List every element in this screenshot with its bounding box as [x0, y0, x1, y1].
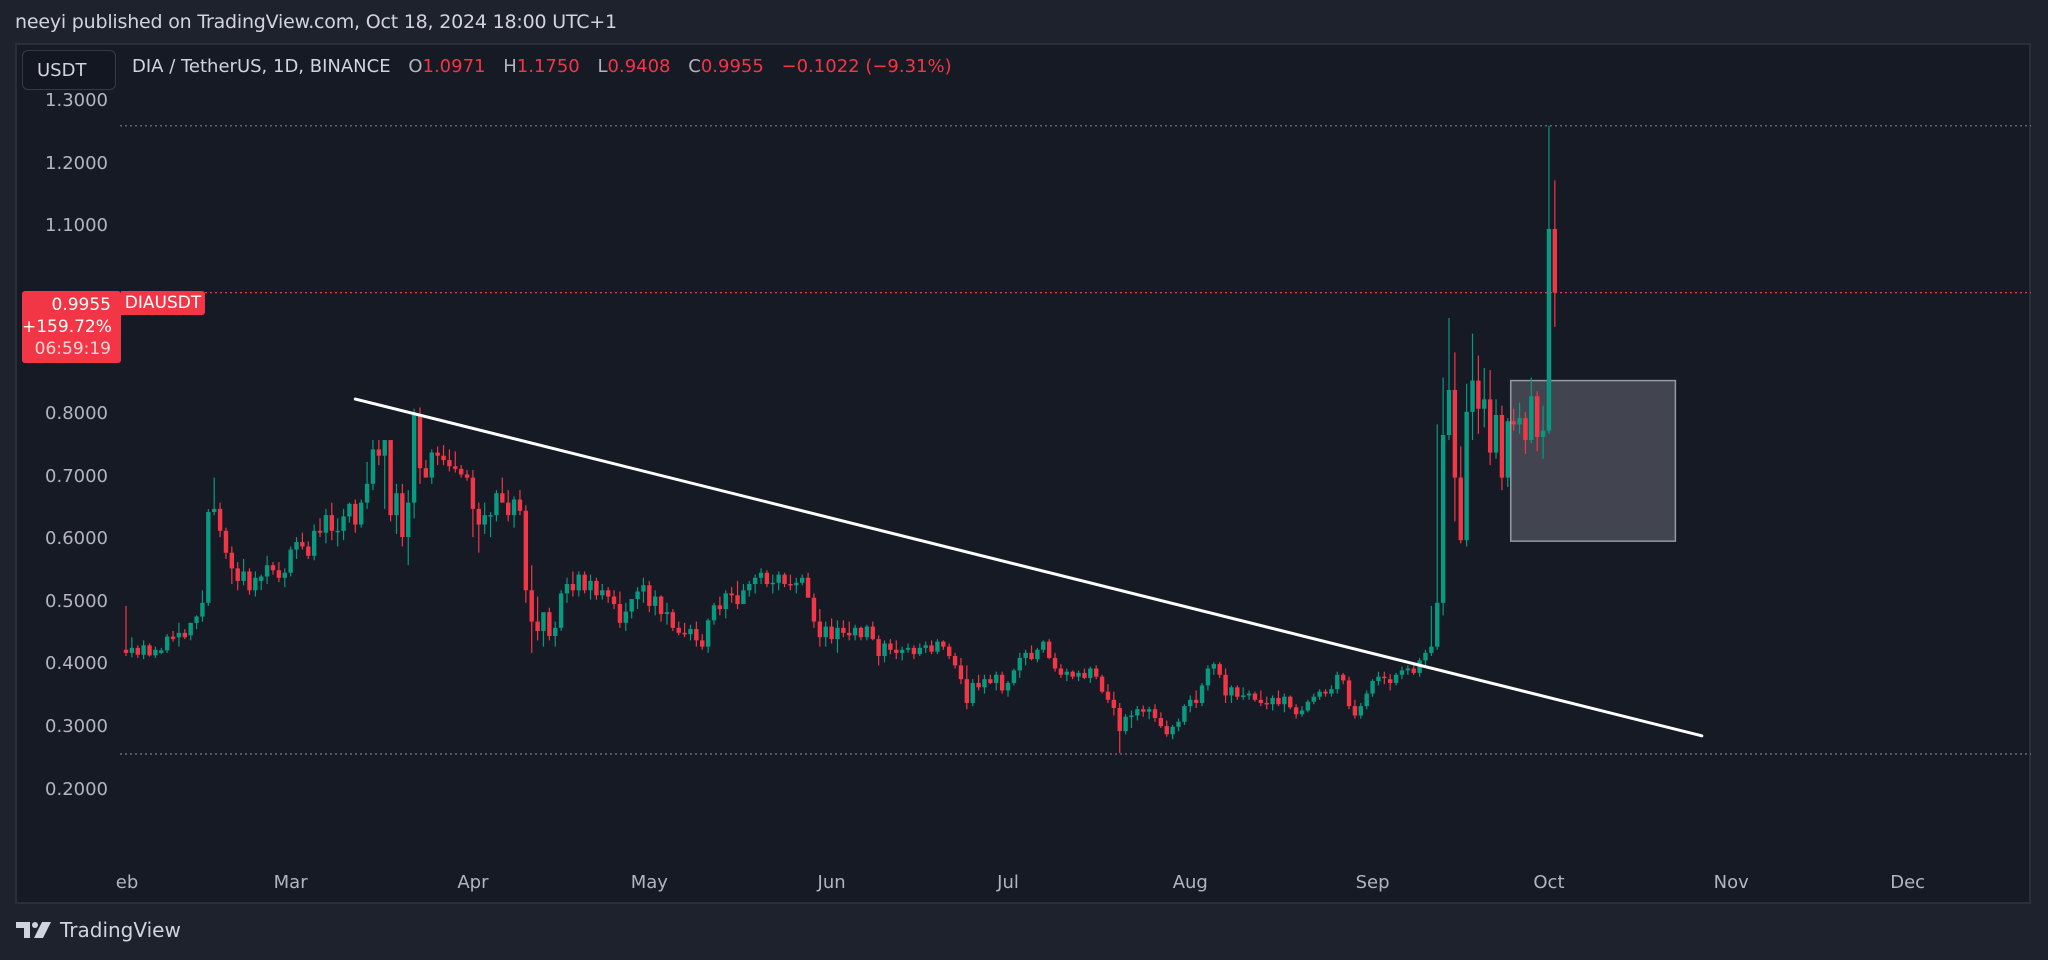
candles	[123, 125, 1558, 754]
symbol-legend: DIA / TetherUS, 1D, BINANCE O1.0971 H1.1…	[132, 56, 952, 77]
open-value: 1.0971	[422, 56, 486, 77]
low-label: L	[597, 56, 608, 77]
close-label: C	[688, 56, 701, 77]
price-tick: 0.6000	[45, 528, 108, 550]
tradingview-logo[interactable]: TradingView	[16, 918, 181, 942]
price-tick: 1.2000	[45, 152, 108, 174]
published-by-text: neeyi published on TradingView.com, Oct …	[15, 11, 617, 33]
time-tick: Apr	[457, 872, 489, 893]
close-value: 0.9955	[700, 56, 764, 77]
horizontal-lines	[120, 125, 2031, 755]
time-tick: Sep	[1355, 872, 1390, 893]
price-tick: 0.3000	[45, 716, 108, 737]
trendline[interactable]	[353, 397, 1704, 738]
percent-change: +159.72%	[22, 317, 112, 337]
time-tick: eb	[115, 872, 139, 893]
price-tick: 0.5000	[45, 590, 108, 612]
price-tick: 1.1000	[45, 215, 108, 237]
time-tick: Jun	[817, 872, 846, 893]
price-tick: 0.2000	[45, 778, 108, 800]
last-price: 0.9955	[51, 295, 111, 315]
chart-panel[interactable]	[15, 43, 2031, 904]
symbol-tag: DIAUSDT	[121, 291, 205, 315]
time-tick: Mar	[273, 872, 308, 893]
high-label: H	[503, 56, 517, 77]
high-value: 1.1750	[516, 56, 580, 77]
time-tick: Nov	[1713, 872, 1749, 893]
brand-name: TradingView	[60, 918, 181, 942]
trendline-shape[interactable]	[353, 397, 1704, 738]
tradingview-logo-icon	[16, 922, 51, 938]
price-tick: 0.7000	[45, 465, 108, 487]
time-tick: Dec	[1890, 872, 1926, 893]
time-tick: Oct	[1533, 872, 1565, 893]
low-value: 0.9408	[607, 56, 671, 77]
time-tick: May	[630, 872, 668, 893]
change-value: −0.1022 (−9.31%)	[781, 56, 952, 77]
time-tick: Aug	[1172, 872, 1208, 893]
time-tick: Jul	[997, 872, 1019, 893]
open-label: O	[408, 56, 423, 77]
bar-countdown: 06:59:19	[34, 339, 111, 359]
rectangle-shape[interactable]	[1509, 379, 1677, 542]
symbol-title[interactable]: DIA / TetherUS, 1D, BINANCE	[132, 56, 391, 77]
price-tick: 0.8000	[45, 403, 108, 424]
currency-button[interactable]: USDT	[22, 50, 116, 90]
highlight-rectangle[interactable]	[1509, 379, 1677, 542]
price-tick: 0.4000	[45, 653, 108, 675]
price-tick: 1.3000	[45, 90, 108, 111]
last-price-label: 0.9955 +159.72% 06:59:19	[22, 291, 121, 363]
